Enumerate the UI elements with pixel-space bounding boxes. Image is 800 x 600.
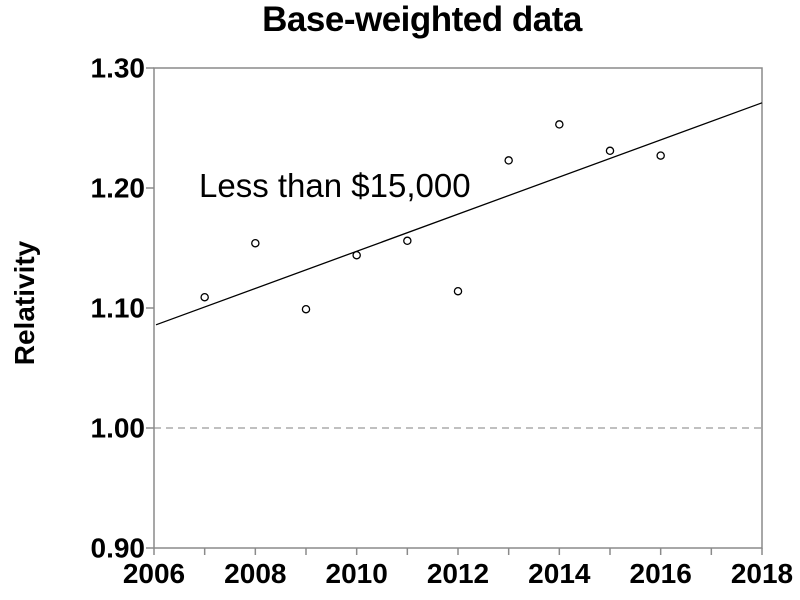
y-tick-label: 1.00 bbox=[91, 413, 146, 444]
x-tick-label: 2016 bbox=[630, 558, 692, 589]
data-point bbox=[251, 238, 260, 248]
y-tick-label: 1.30 bbox=[91, 53, 146, 84]
x-tick-label: 2014 bbox=[528, 558, 591, 589]
x-tick-label: 2018 bbox=[731, 558, 793, 589]
trend-line bbox=[155, 102, 763, 326]
y-tick-label: 1.10 bbox=[91, 293, 146, 324]
data-point bbox=[200, 292, 209, 302]
data-point bbox=[403, 236, 412, 246]
plot-frame bbox=[153, 67, 763, 549]
data-point bbox=[656, 151, 665, 160]
x-tick-label: 2006 bbox=[123, 558, 185, 589]
data-point bbox=[301, 304, 311, 314]
data-point bbox=[453, 286, 463, 296]
x-tick-label: 2010 bbox=[326, 558, 388, 589]
x-tick-label: 2012 bbox=[427, 558, 489, 589]
data-point bbox=[605, 146, 615, 156]
annotation-label: Less than $15,000 bbox=[199, 167, 471, 204]
y-tick-label: 0.90 bbox=[91, 533, 146, 564]
x-tick-label: 2008 bbox=[224, 558, 286, 589]
data-point bbox=[555, 120, 564, 129]
chart-title: Base-weighted data bbox=[262, 0, 582, 39]
y-tick-label: 1.20 bbox=[91, 173, 146, 204]
data-point bbox=[504, 156, 513, 165]
